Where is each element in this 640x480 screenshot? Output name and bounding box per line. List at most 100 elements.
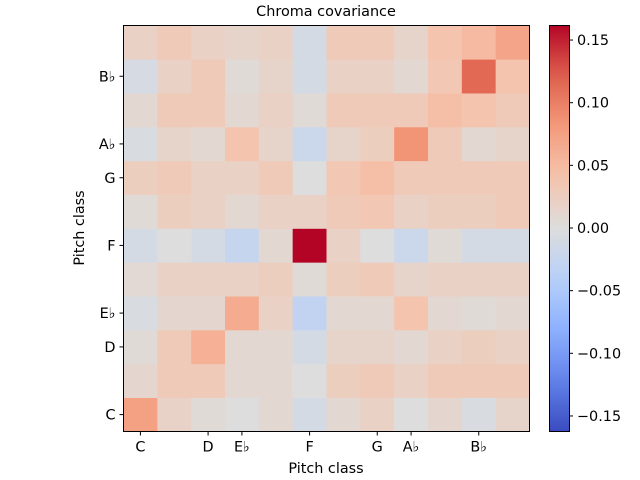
heatmap-cell [326,59,361,94]
heatmap-cell [326,363,361,398]
y-tick-label: B♭ [99,69,116,85]
heatmap-cell [326,228,361,263]
x-axis-label: Pitch class [288,461,363,477]
heatmap-cell [428,93,463,128]
heatmap-cell [495,330,530,365]
heatmap-cell [495,397,530,432]
heatmap-cell [394,59,429,94]
heatmap-cell [394,93,429,128]
heatmap-cell [157,127,192,162]
heatmap-cell [258,59,293,94]
heatmap-cell [292,59,327,94]
heatmap-cell [495,160,530,195]
heatmap-cell [326,296,361,331]
heatmap-cell [157,330,192,365]
heatmap-cell [360,330,395,365]
heatmap-cell [191,330,226,365]
heatmap-cell [191,127,226,162]
heatmap-cell [428,160,463,195]
heatmap-cell [157,194,192,229]
heatmap-cell [157,262,192,297]
heatmap-cell [258,93,293,128]
heatmap-cell [394,296,429,331]
heatmap-cell [461,93,496,128]
heatmap-cell [495,194,530,229]
chart-title: Chroma covariance [256,4,396,20]
x-tick-label: G [372,440,383,456]
colorbar-tick-label: −0.10 [577,346,621,362]
y-axis-ticks: C D E♭ F G A♭ B♭ [99,69,124,424]
y-axis-label: Pitch class [72,190,88,265]
heatmap-cell [191,262,226,297]
y-tick-label: E♭ [100,306,116,322]
heatmap-cell [292,330,327,365]
heatmap-cell [292,363,327,398]
heatmap-cell [191,397,226,432]
heatmap-cell [428,127,463,162]
heatmap-cell [191,93,226,128]
heatmap-cell [326,330,361,365]
heatmap-cell [495,262,530,297]
heatmap-cell [258,228,293,263]
heatmap-cell [428,363,463,398]
heatmap-cell [428,397,463,432]
heatmap-cell [123,194,158,229]
heatmap-cell [157,228,192,263]
heatmap-cell [461,194,496,229]
heatmap-cell [461,228,496,263]
heatmap-cell [191,194,226,229]
x-tick-label: F [305,440,313,456]
heatmap-cell [428,262,463,297]
heatmap-cell [360,59,395,94]
heatmap-cell [292,25,327,60]
heatmap-cell [292,262,327,297]
heatmap-cell [495,296,530,331]
heatmap-cell [123,127,158,162]
heatmap-frame [123,25,530,432]
colorbar-tick-label: 0.15 [577,33,609,49]
x-tick-label: B♭ [470,440,487,456]
heatmap-cell [191,59,226,94]
heatmap-cell [157,93,192,128]
heatmap-cell [258,330,293,365]
heatmap-cell [225,296,260,331]
heatmap-cell [123,296,158,331]
colorbar [549,25,569,431]
heatmap-cell [428,228,463,263]
y-tick-label: G [104,171,115,187]
heatmap-cell [292,228,327,263]
heatmap-cell [292,296,327,331]
heatmap-cell [258,296,293,331]
heatmap-cell [360,397,395,432]
heatmap-cell [428,194,463,229]
heatmap-cell [394,397,429,432]
heatmap-cell [258,25,293,60]
heatmap-cell [191,363,226,398]
heatmap-cell [394,127,429,162]
heatmap-cell [225,228,260,263]
heatmap-cell [495,93,530,128]
heatmap-cell [258,262,293,297]
heatmap-cell [461,296,496,331]
heatmap-cell [123,93,158,128]
heatmap-cell [123,59,158,94]
heatmap-cell [394,228,429,263]
heatmap-cell [191,25,226,60]
x-tick-label: E♭ [234,440,250,456]
heatmap-cell [461,262,496,297]
heatmap-cell [225,25,260,60]
x-tick-label: C [135,440,145,456]
colorbar-tick-label: −0.05 [577,284,621,300]
heatmap-cell [495,25,530,60]
heatmap-cell [495,228,530,263]
heatmap-cell [225,262,260,297]
heatmap-cell [326,262,361,297]
y-tick-label: C [105,408,115,424]
heatmap-cell [123,330,158,365]
heatmap-cell [461,160,496,195]
heatmap-cell [157,59,192,94]
colorbar-tick-label: 0.05 [577,158,609,174]
heatmap-cell [326,25,361,60]
heatmap-cell [428,330,463,365]
heatmap-cell [292,397,327,432]
